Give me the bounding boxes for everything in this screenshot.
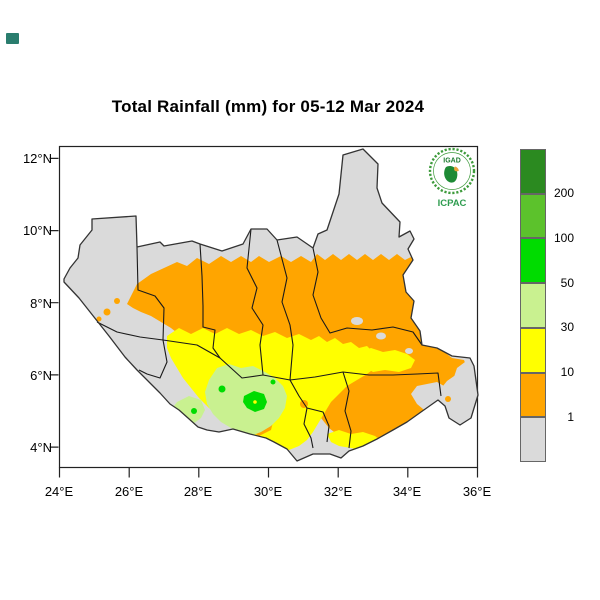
x-tick-label: 30°E [253, 484, 283, 499]
legend-block-100-200 [520, 193, 546, 239]
legend-block-200plus [520, 149, 546, 194]
corner-marker [6, 33, 19, 44]
legend-threshold-label: 30 [560, 320, 574, 334]
legend-threshold-label: 100 [553, 230, 574, 245]
legend-threshold-label: 50 [560, 275, 574, 290]
africa-icon [444, 166, 458, 183]
x-tick-label: 26°E [114, 484, 144, 499]
legend-threshold-label: 10 [560, 365, 574, 379]
logo-inner-ring [433, 152, 471, 190]
rain-patch-gray [405, 348, 413, 354]
x-tick-label: 24°E [44, 484, 74, 499]
rain-dot-green [270, 379, 276, 385]
rain-dot-orange [114, 298, 120, 304]
x-tick-label: 32°E [323, 484, 353, 499]
x-axis-ticks [58, 467, 479, 478]
rain-dot-orange [445, 396, 451, 402]
y-tick-label: 4°N [30, 439, 52, 455]
rain-region-gray-protrusion [445, 362, 475, 422]
y-axis-ticks [49, 157, 59, 448]
rain-patch-gray [351, 317, 363, 325]
legend-block-30-50 [520, 283, 546, 328]
logo-icpac-text: ICPAC [438, 198, 467, 209]
x-tick-label: 34°E [392, 484, 422, 499]
south-sudan-map [63, 148, 479, 462]
y-tick-label: 8°N [30, 295, 52, 311]
igad-region-icon [454, 166, 459, 172]
legend-block-0-1 [520, 417, 546, 462]
rain-dot-orange [96, 316, 102, 322]
logo-igad-text: IGAD [443, 158, 461, 165]
y-tick-label: 10°N [22, 222, 52, 238]
legend-colorbar [520, 149, 546, 462]
igad-icpac-logo: IGAD ICPAC [424, 146, 480, 210]
x-tick-label: 28°E [183, 484, 213, 499]
state-boundaries [96, 228, 442, 449]
x-tick-label: 36°E [462, 484, 492, 499]
rain-dot-green [218, 385, 226, 393]
legend-threshold-label: 200 [553, 186, 574, 200]
legend-block-50-100 [520, 238, 546, 284]
y-tick-label: 12°N [22, 150, 52, 166]
rain-region-yellow-east [357, 348, 415, 372]
rain-dot-green [191, 408, 197, 414]
page-title: Total Rainfall (mm) for 05-12 Mar 2024 [111, 97, 425, 116]
rain-dot-orange [103, 308, 111, 316]
rain-dot-yellow [253, 400, 257, 404]
rain-patch-gray [376, 332, 386, 340]
legend-block-10-30 [520, 327, 546, 373]
country-outline [63, 148, 479, 462]
y-tick-label: 6°N [30, 367, 52, 383]
legend-block-1-10 [520, 372, 546, 418]
legend-threshold-label: 1 [567, 409, 574, 424]
